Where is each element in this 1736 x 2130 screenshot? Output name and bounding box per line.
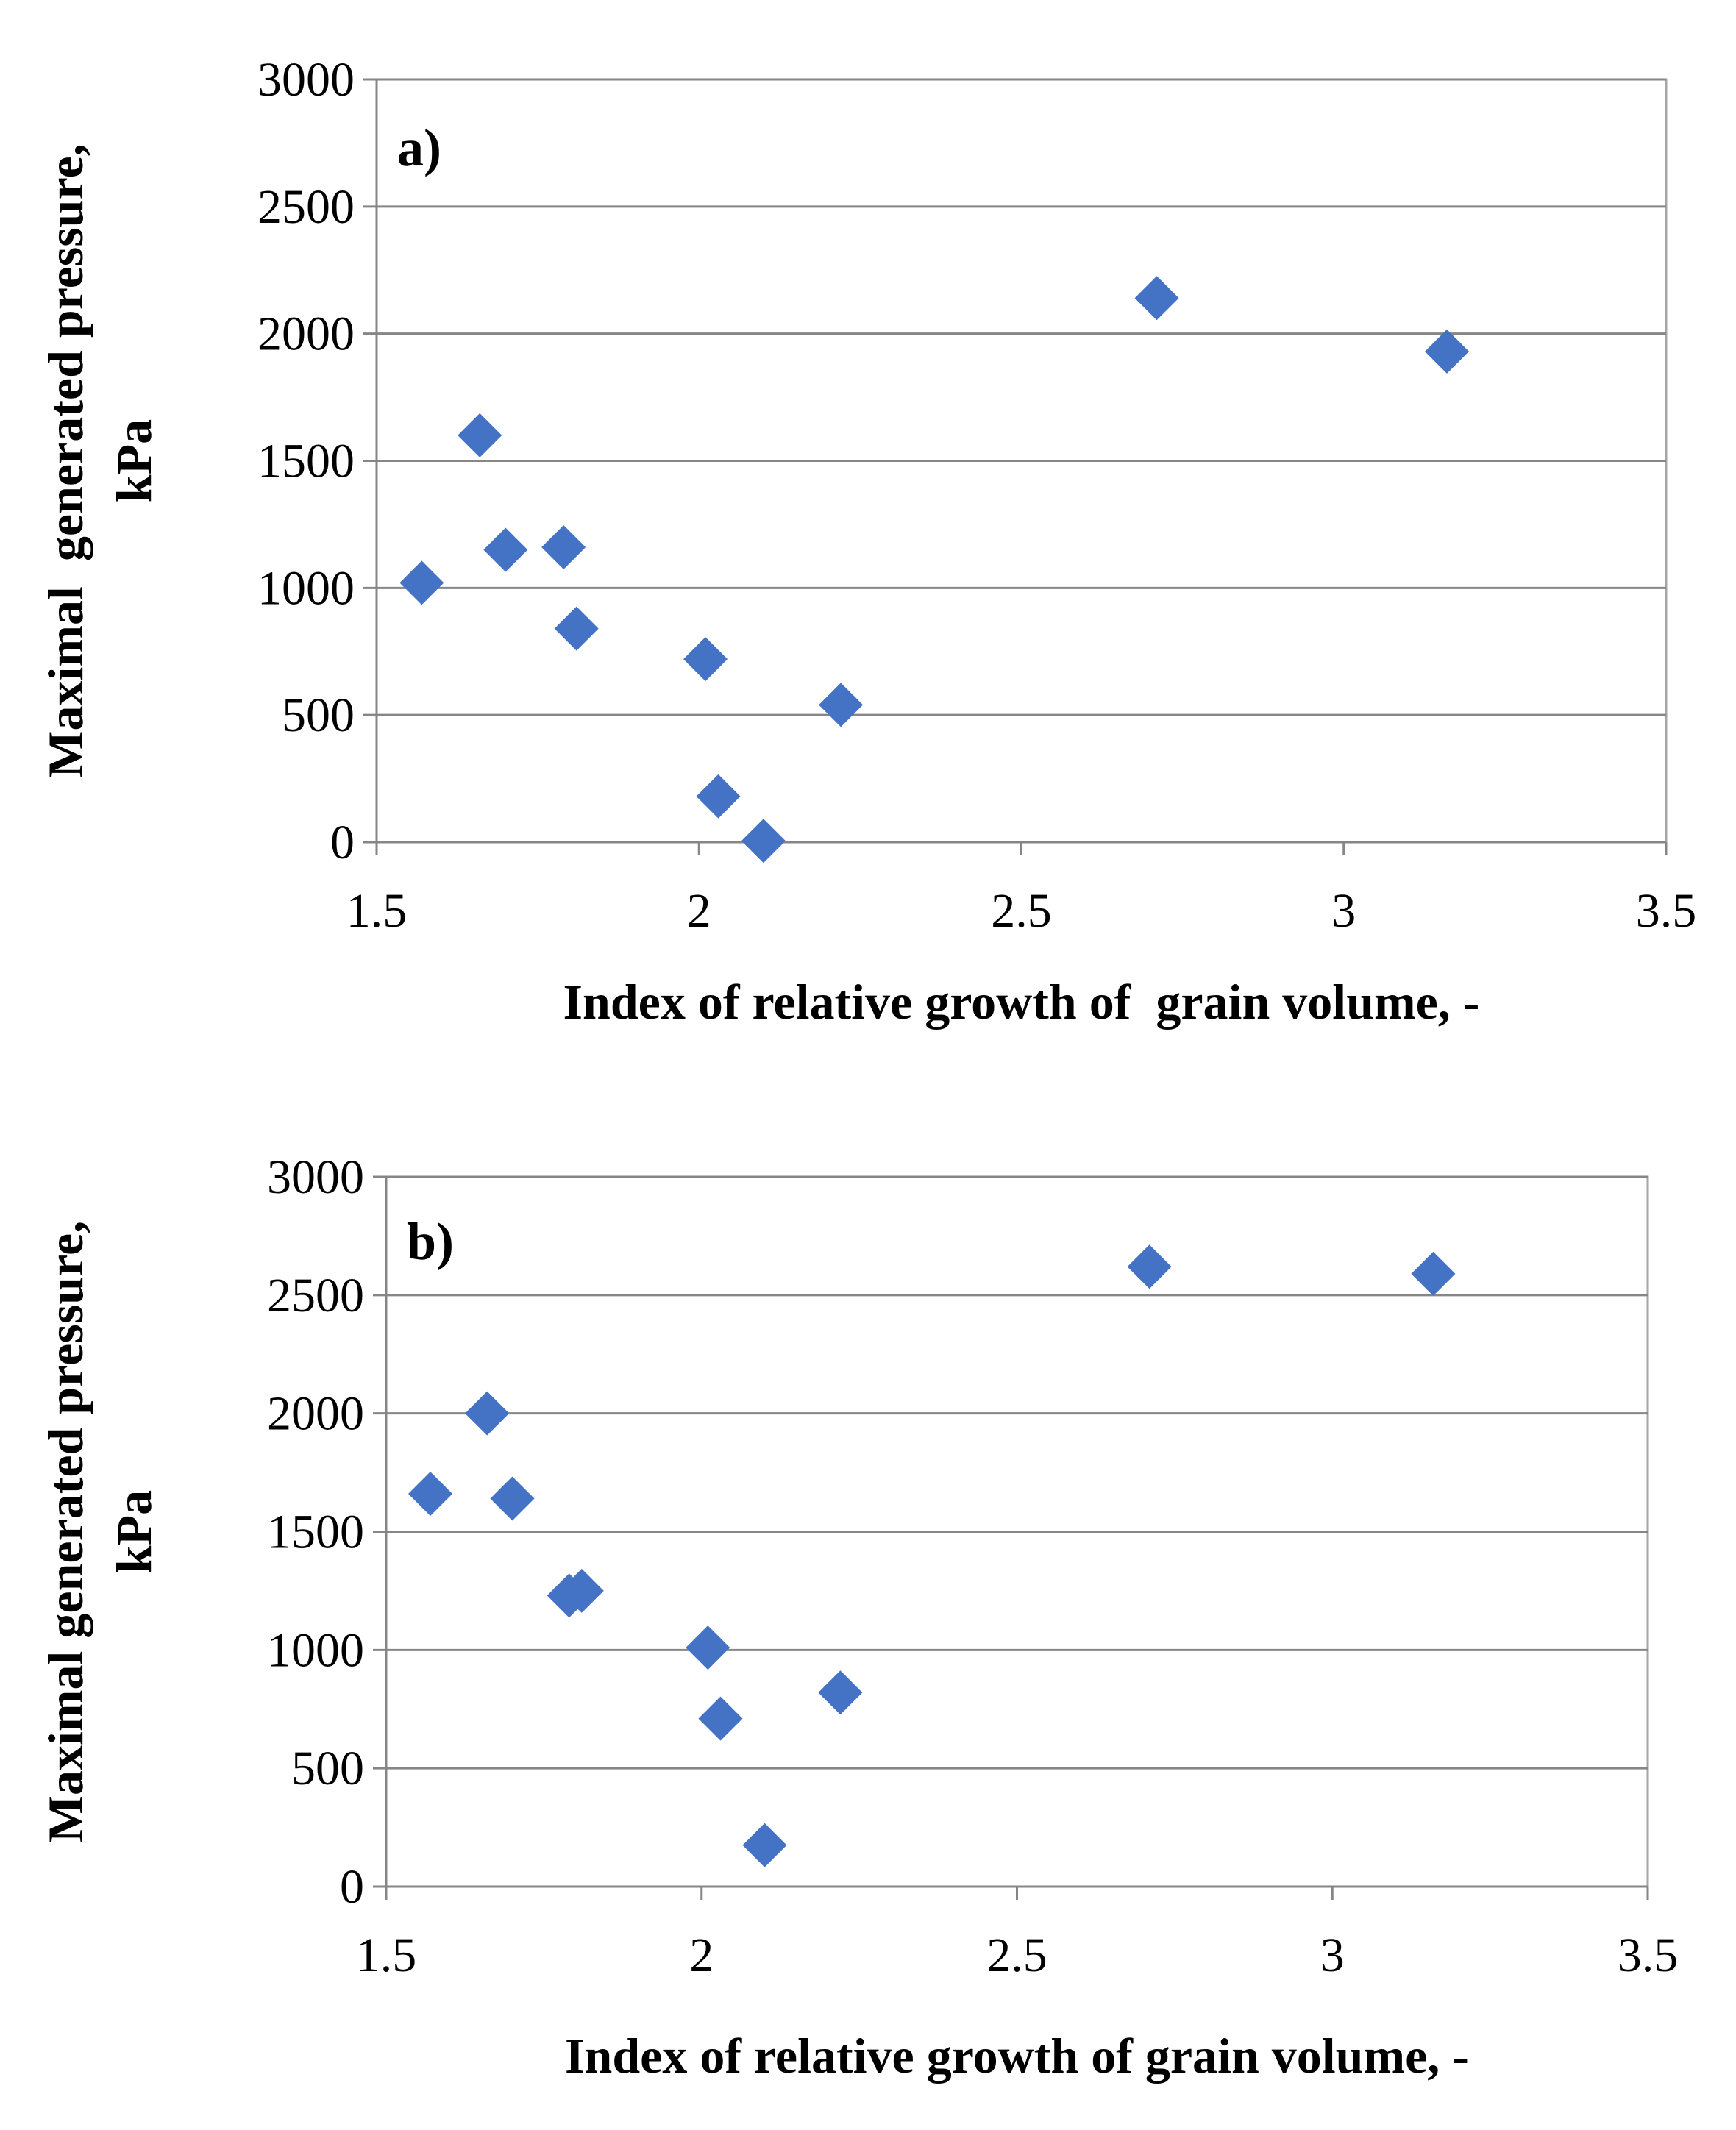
data-point [1411,1251,1456,1296]
y-tick-label: 2500 [267,1269,364,1322]
data-point [1424,329,1469,374]
data-point [399,560,444,605]
data-point [483,527,528,572]
y-axis-unit: kPa [106,419,162,502]
chart-panel-a: 0 500 1000 1500 2000 2500 3000 1.5 2 2.5 3 3.5 a) Ind… [38,53,1696,1030]
panel-label: a) [397,118,441,177]
data-point [458,413,502,457]
x-tick-label: 2.5 [991,884,1052,938]
x-tick-label: 1.5 [346,884,408,938]
data-point [686,1625,730,1670]
data-point [696,774,741,819]
x-tick-label: 3 [1320,1928,1345,1982]
x-tick-label: 1.5 [356,1928,417,1982]
x-tick-label: 3.5 [1636,884,1697,938]
x-axis-title: Index of relative growth of grain volume… [563,974,1480,1030]
panel-label: b) [407,1212,454,1271]
data-point [819,683,864,727]
data-point [541,525,586,570]
data-point [741,819,786,863]
chart-panel-b: 0 500 1000 1500 2000 2500 3000 1.5 2 2.5 3 3.5 b) Ind… [38,1150,1678,2084]
y-tick-label: 1500 [267,1506,364,1559]
data-point [1134,276,1179,321]
y-tick-label: 2500 [257,180,355,234]
data-point [818,1670,863,1715]
y-tick-label: 2000 [267,1387,364,1441]
y-tick-label: 3000 [267,1150,364,1204]
x-tick-label: 2 [689,1928,714,1982]
data-point [465,1391,510,1436]
data-point [698,1696,743,1741]
data-point [490,1476,535,1521]
x-tick-label: 3 [1331,884,1356,938]
y-tick-label: 0 [330,816,355,869]
y-tick-label: 2000 [257,307,355,361]
y-tick-label: 500 [282,688,355,742]
x-tick-label: 2.5 [986,1928,1047,1982]
y-tick-label: 0 [340,1860,364,1914]
y-axis-title: Maximal generated pressure, [38,1221,93,1842]
y-tick-label: 1000 [257,561,355,615]
data-point [554,606,599,651]
y-axis-title: Maximal generated pressure, [38,143,93,777]
data-point [1127,1244,1172,1289]
data-point [742,1823,787,1867]
y-tick-label: 1500 [257,435,355,488]
y-axis-unit: kPa [106,1490,162,1573]
x-tick-label: 3.5 [1618,1928,1679,1982]
x-axis-title: Index of relative growth of grain volume… [565,2028,1469,2084]
data-point [408,1472,453,1517]
y-tick-label: 500 [291,1742,364,1795]
x-tick-label: 2 [687,884,711,938]
data-point [559,1568,604,1613]
data-point [683,637,728,682]
y-tick-label: 1000 [267,1623,364,1677]
y-tick-label: 3000 [257,53,355,107]
